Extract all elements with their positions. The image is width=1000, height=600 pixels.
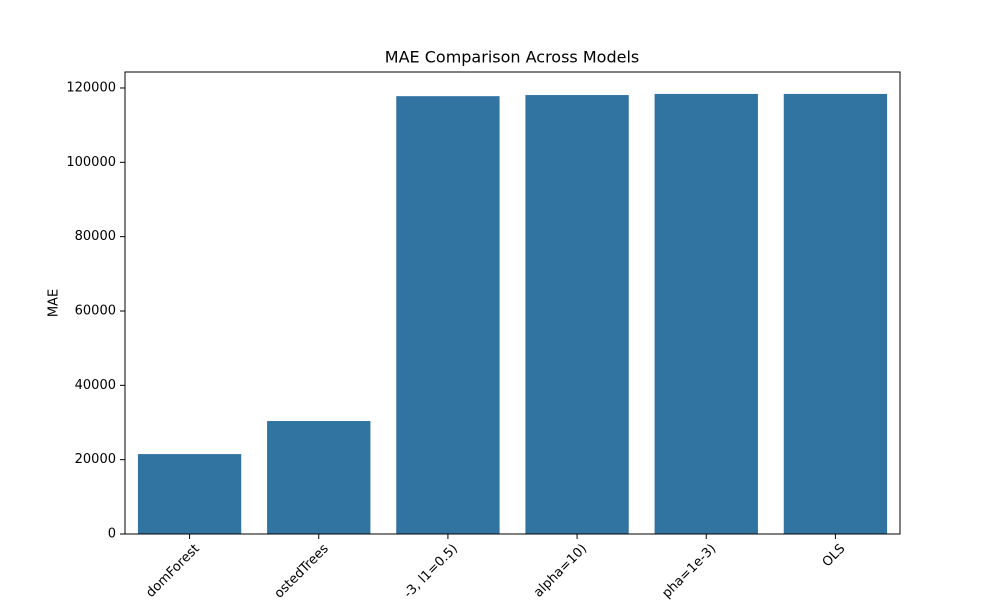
bar	[525, 95, 629, 534]
chart-title: MAE Comparison Across Models	[385, 48, 639, 67]
y-tick-label: 100000	[66, 155, 116, 170]
bar	[137, 454, 242, 534]
y-tick-label: 40000	[75, 378, 116, 393]
y-tick-label: 60000	[75, 303, 116, 318]
y-tick-label: 0	[108, 527, 116, 542]
plot-frame	[124, 71, 901, 535]
bar	[783, 93, 888, 535]
bar	[267, 421, 371, 534]
x-tick-label: domForest	[143, 541, 202, 600]
y-tick-label: 80000	[75, 229, 116, 244]
x-tick-label: alpha=10)	[531, 541, 590, 600]
y-axis-label: MAE	[47, 289, 62, 317]
y-tick-label: 120000	[66, 80, 116, 95]
bar	[654, 93, 758, 535]
x-tick-label: pha=1e-3)	[659, 541, 719, 600]
x-tick-label: OLS	[820, 541, 849, 570]
x-tick-label: ostedTrees	[272, 541, 332, 600]
y-tick-label: 20000	[75, 452, 116, 467]
bar	[396, 96, 500, 534]
x-tick-label: -3, l1=0.5)	[401, 541, 461, 600]
